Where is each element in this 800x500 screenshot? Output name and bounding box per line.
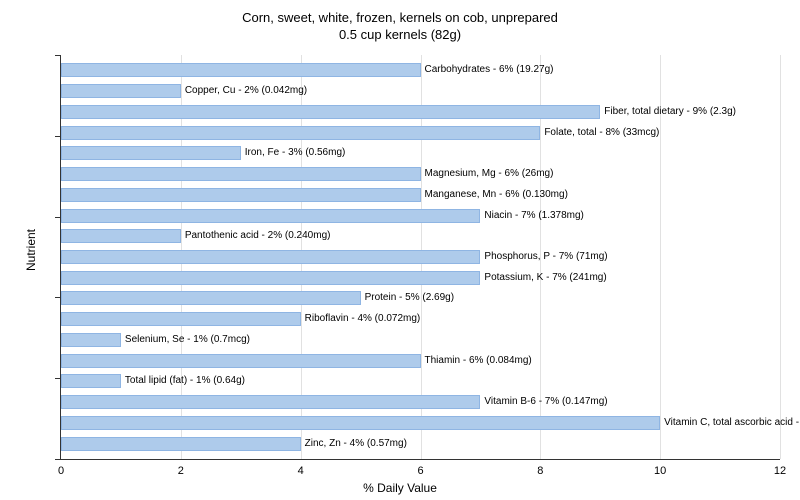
bar-label: Iron, Fe - 3% (0.56mg) <box>245 146 346 160</box>
y-tick <box>55 55 60 56</box>
bar-row: Phosphorus, P - 7% (71mg) <box>61 250 780 264</box>
bar-row: Carbohydrates - 6% (19.27g) <box>61 63 780 77</box>
bar <box>61 146 241 160</box>
bar <box>61 209 480 223</box>
bar-label: Fiber, total dietary - 9% (2.3g) <box>604 105 736 119</box>
x-tick-label: 8 <box>537 465 543 477</box>
bar <box>61 437 301 451</box>
title-line-1: Corn, sweet, white, frozen, kernels on c… <box>0 10 800 27</box>
bar-row: Pantothenic acid - 2% (0.240mg) <box>61 229 780 243</box>
bar <box>61 250 480 264</box>
bar <box>61 188 421 202</box>
bar-label: Pantothenic acid - 2% (0.240mg) <box>185 229 331 243</box>
x-tick-label: 0 <box>58 465 64 477</box>
title-line-2: 0.5 cup kernels (82g) <box>0 27 800 44</box>
bar <box>61 333 121 347</box>
bar <box>61 105 600 119</box>
bar <box>61 167 421 181</box>
bar-row: Thiamin - 6% (0.084mg) <box>61 354 780 368</box>
x-tick-label: 12 <box>774 465 786 477</box>
bar-label: Selenium, Se - 1% (0.7mcg) <box>125 333 250 347</box>
y-axis-label: Nutrient <box>24 229 38 271</box>
bar <box>61 354 421 368</box>
bar-label: Protein - 5% (2.69g) <box>365 291 455 305</box>
y-tick <box>55 459 60 460</box>
bar <box>61 395 480 409</box>
gridline <box>780 55 782 459</box>
y-tick <box>55 136 60 137</box>
bars-container: Carbohydrates - 6% (19.27g) Copper, Cu - … <box>61 60 780 454</box>
bar-row: Vitamin B-6 - 7% (0.147mg) <box>61 395 780 409</box>
bar-row: Fiber, total dietary - 9% (2.3g) <box>61 105 780 119</box>
bar-label: Niacin - 7% (1.378mg) <box>484 209 583 223</box>
bar-label: Vitamin B-6 - 7% (0.147mg) <box>484 395 607 409</box>
plot-area: 024681012 Carbohydrates - 6% (19.27g)Cop… <box>60 55 780 460</box>
bar <box>61 416 660 430</box>
bar-label: Copper, Cu - 2% (0.042mg) <box>185 84 307 98</box>
bar <box>61 291 361 305</box>
bar-label: Potassium, K - 7% (241mg) <box>484 271 606 285</box>
bar <box>61 374 121 388</box>
bar-row: Folate, total - 8% (33mcg) <box>61 126 780 140</box>
bar-row: Iron, Fe - 3% (0.56mg) <box>61 146 780 160</box>
bar-label: Thiamin - 6% (0.084mg) <box>425 354 532 368</box>
bar <box>61 84 181 98</box>
bar <box>61 271 480 285</box>
x-tick-label: 6 <box>417 465 423 477</box>
bar-row: Magnesium, Mg - 6% (26mg) <box>61 167 780 181</box>
bar <box>61 312 301 326</box>
y-tick <box>55 297 60 298</box>
bar-row: Potassium, K - 7% (241mg) <box>61 271 780 285</box>
x-tick-label: 4 <box>298 465 304 477</box>
x-tick-label: 10 <box>654 465 666 477</box>
bar-label: Carbohydrates - 6% (19.27g) <box>425 63 554 77</box>
bar-label: Folate, total - 8% (33mcg) <box>544 126 659 140</box>
y-tick <box>55 217 60 218</box>
bar-label: Phosphorus, P - 7% (71mg) <box>484 250 607 264</box>
bar-row: Vitamin C, total ascorbic acid - 10% (5.… <box>61 416 780 430</box>
chart-title: Corn, sweet, white, frozen, kernels on c… <box>0 0 800 44</box>
x-tick-label: 2 <box>178 465 184 477</box>
x-axis-label: % Daily Value <box>363 481 437 495</box>
bar-label: Zinc, Zn - 4% (0.57mg) <box>305 437 407 451</box>
bar-row: Protein - 5% (2.69g) <box>61 291 780 305</box>
bar-label: Riboflavin - 4% (0.072mg) <box>305 312 421 326</box>
bar-label: Total lipid (fat) - 1% (0.64g) <box>125 374 245 388</box>
bar-row: Copper, Cu - 2% (0.042mg) <box>61 84 780 98</box>
y-tick <box>55 378 60 379</box>
bar-label: Manganese, Mn - 6% (0.130mg) <box>425 188 568 202</box>
bar-row: Niacin - 7% (1.378mg) <box>61 209 780 223</box>
bar-label: Vitamin C, total ascorbic acid - 10% (5.… <box>664 416 800 430</box>
bar <box>61 126 540 140</box>
bar-row: Manganese, Mn - 6% (0.130mg) <box>61 188 780 202</box>
bar-label: Magnesium, Mg - 6% (26mg) <box>425 167 554 181</box>
bar-row: Riboflavin - 4% (0.072mg) <box>61 312 780 326</box>
bar-row: Zinc, Zn - 4% (0.57mg) <box>61 437 780 451</box>
bar <box>61 229 181 243</box>
bar <box>61 63 421 77</box>
nutrient-chart: Corn, sweet, white, frozen, kernels on c… <box>0 0 800 500</box>
bar-row: Selenium, Se - 1% (0.7mcg) <box>61 333 780 347</box>
bar-row: Total lipid (fat) - 1% (0.64g) <box>61 374 780 388</box>
